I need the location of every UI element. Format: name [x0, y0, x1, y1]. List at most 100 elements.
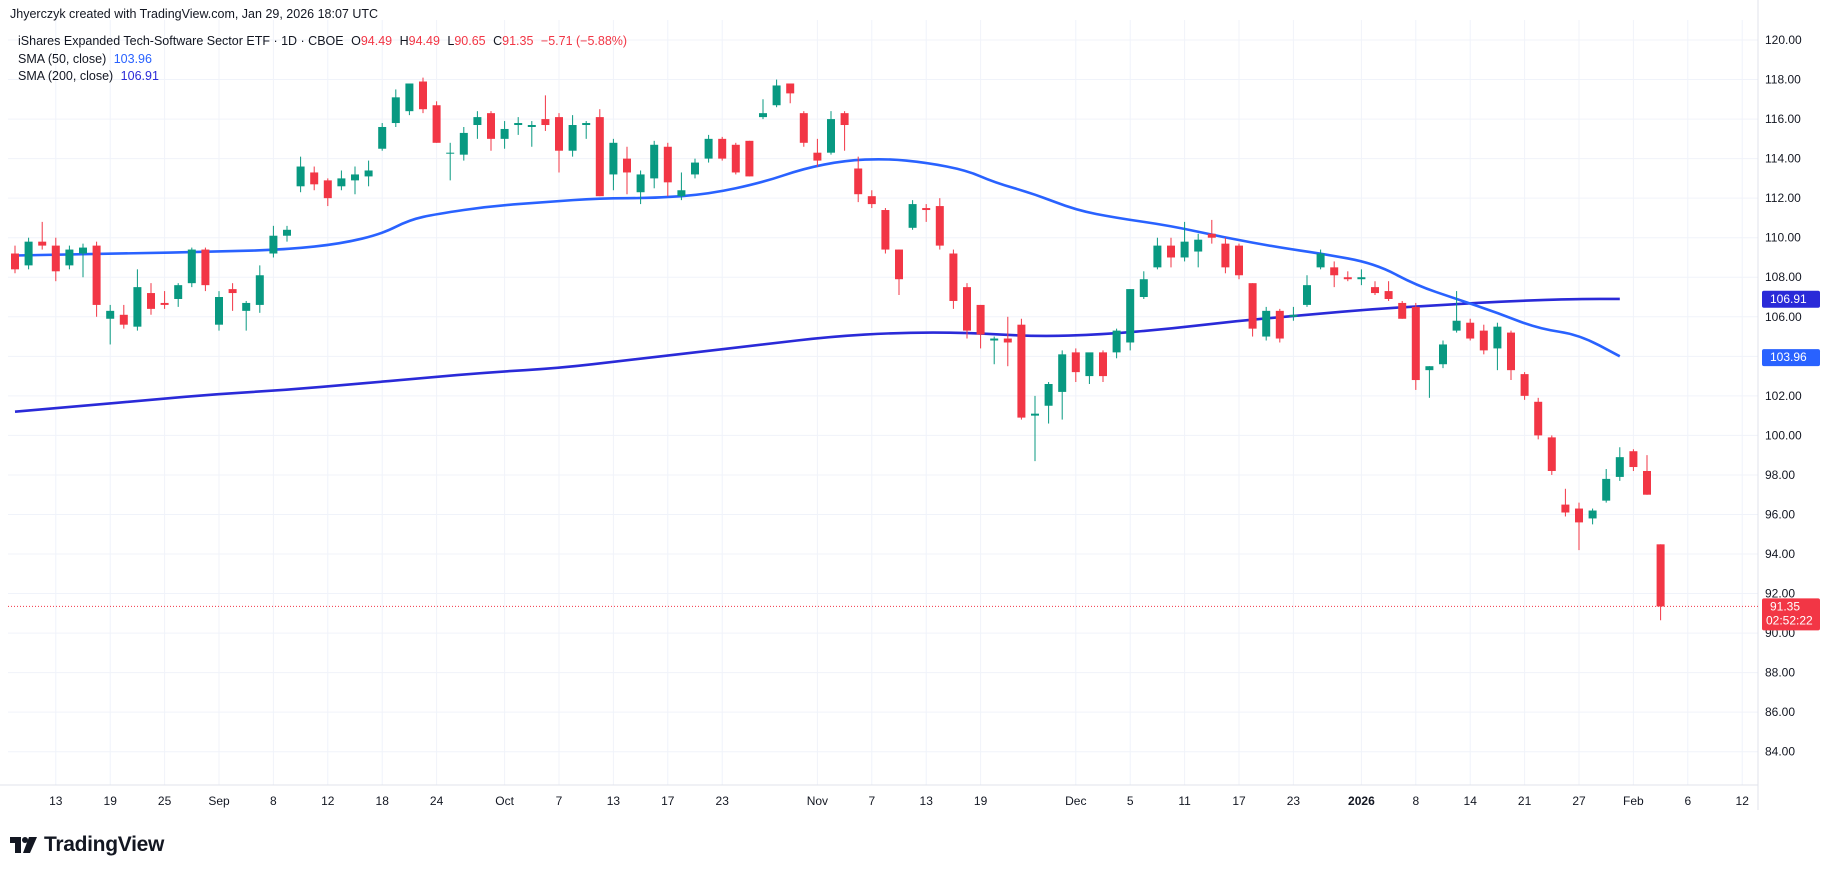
candle-body — [677, 190, 686, 197]
candle-body — [1629, 451, 1638, 468]
candle — [1357, 269, 1366, 286]
time-tick-label: 19 — [104, 794, 118, 808]
candle — [459, 126, 468, 161]
time-tick-label: 6 — [1684, 794, 1691, 808]
candle — [663, 142, 672, 197]
candle-body — [949, 253, 958, 301]
time-tick-label: 19 — [974, 794, 988, 808]
candle — [827, 111, 835, 155]
price-tick-label: 118.00 — [1765, 73, 1801, 87]
candle-body — [1044, 383, 1053, 406]
last-price-badge-label: 91.35 — [1770, 599, 1800, 613]
candle — [731, 142, 740, 175]
candle — [405, 83, 414, 116]
candle-body — [187, 249, 196, 284]
candle-body — [79, 247, 87, 254]
low-value: 90.65 — [454, 34, 486, 48]
candle-body — [92, 245, 101, 305]
sma200-legend[interactable]: SMA (200, close) 106.91 — [18, 69, 163, 83]
sma50-value: 103.96 — [113, 52, 152, 66]
candle — [527, 121, 536, 147]
candle — [269, 225, 278, 258]
candle — [1561, 488, 1570, 517]
candle-body — [1575, 508, 1583, 523]
symbol-legend[interactable]: iShares Expanded Tech-Software Sector ET… — [18, 34, 631, 48]
sma50-legend[interactable]: SMA (50, close) 103.96 — [18, 52, 156, 66]
candle — [799, 111, 808, 147]
candle — [1425, 366, 1434, 398]
time-tick-label: 27 — [1572, 794, 1586, 808]
candle — [568, 115, 577, 157]
price-tick-label: 88.00 — [1765, 666, 1795, 680]
candle — [79, 243, 87, 278]
candle — [1235, 243, 1243, 280]
candle-body — [106, 310, 115, 319]
candle-body — [1534, 401, 1543, 436]
price-tick-label: 108.00 — [1765, 270, 1802, 284]
candle — [935, 198, 944, 250]
candle — [895, 249, 903, 296]
candle — [1398, 300, 1407, 319]
candle — [242, 300, 251, 331]
candle-body — [1099, 352, 1107, 377]
candle — [1003, 316, 1012, 367]
sma50-line — [14, 157, 1621, 358]
candle — [1085, 352, 1094, 384]
close-value: 91.35 — [502, 34, 534, 48]
candle — [1194, 233, 1203, 268]
candle-body — [1588, 510, 1597, 519]
open-value: 94.49 — [360, 34, 393, 48]
candle — [881, 208, 890, 254]
candle — [1507, 330, 1515, 381]
candle-body — [446, 152, 455, 154]
candle — [1044, 382, 1053, 424]
candle — [582, 121, 591, 139]
candle — [813, 138, 822, 167]
candle — [976, 304, 985, 349]
time-tick-label: 2026 — [1348, 794, 1375, 808]
candle — [1099, 350, 1107, 383]
time-tick-label: 5 — [1127, 794, 1134, 808]
candle-body — [1235, 245, 1243, 276]
candle-body — [24, 241, 33, 266]
candle-body — [527, 125, 536, 127]
candle — [1126, 289, 1135, 351]
tradingview-logo-text: TradingView — [44, 833, 165, 856]
price-tick-label: 84.00 — [1765, 745, 1795, 759]
time-axis[interactable]: 13 19 25 Sep 8 12 18 24 Oct 7 13 17 23 Nov 7 13 19 Dec 5 11… — [49, 794, 1749, 808]
time-tick-label: 11 — [1178, 794, 1191, 808]
candle — [1602, 469, 1611, 503]
candle-body — [1452, 320, 1461, 331]
candle — [718, 136, 727, 161]
candle-body — [595, 117, 604, 197]
candle — [949, 249, 958, 309]
candle-body — [38, 241, 47, 246]
sma50-label: SMA (50, close) — [18, 52, 107, 66]
candle — [1139, 271, 1148, 299]
open-label: O — [351, 34, 361, 48]
candle — [963, 283, 971, 339]
candle-body — [351, 174, 359, 181]
candle-body — [1126, 289, 1135, 343]
candle-body — [255, 275, 264, 305]
candle-body — [1357, 277, 1366, 280]
candle — [1466, 318, 1475, 341]
time-tick-label: 13 — [607, 794, 621, 808]
candle — [133, 269, 142, 331]
candle-body — [935, 206, 944, 246]
candle — [1493, 322, 1502, 371]
candle-body — [1384, 291, 1393, 299]
price-tick-label: 114.00 — [1765, 152, 1801, 166]
candle — [555, 113, 563, 173]
candle-body — [1615, 457, 1624, 477]
candle — [1330, 261, 1339, 288]
candle — [38, 221, 47, 250]
candle — [1520, 372, 1529, 400]
candle — [51, 237, 60, 282]
candle-body — [174, 285, 183, 299]
tradingview-logo[interactable]: TradingView — [10, 833, 164, 857]
price-axis[interactable]: 84.0086.0088.0090.0092.0094.0096.0098.00… — [1765, 33, 1802, 759]
candle-body — [201, 249, 210, 286]
candle-body — [1167, 245, 1175, 258]
